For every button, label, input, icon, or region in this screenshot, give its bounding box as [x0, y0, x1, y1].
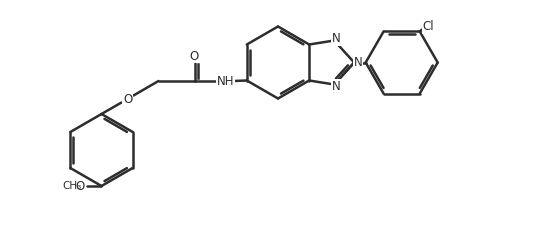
Text: N: N	[332, 80, 341, 93]
Text: O: O	[76, 180, 85, 192]
Text: N: N	[332, 32, 341, 45]
Text: CH₃: CH₃	[62, 181, 82, 191]
Text: Cl: Cl	[423, 20, 435, 33]
Text: O: O	[123, 92, 132, 106]
Text: N: N	[354, 56, 363, 69]
Text: O: O	[190, 50, 199, 62]
Text: NH: NH	[217, 74, 234, 88]
